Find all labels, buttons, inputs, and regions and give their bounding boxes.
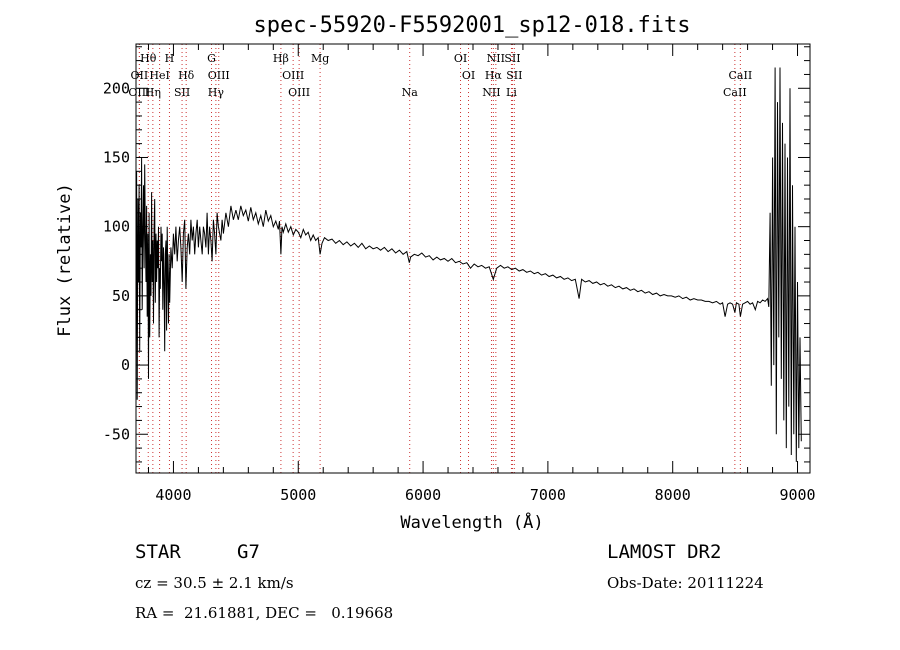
object-class: STAR (135, 541, 181, 563)
spectral-line-label: CaII (729, 69, 753, 82)
x-tick-label: 9000 (779, 486, 815, 504)
spectral-line-label: HeI (149, 69, 169, 82)
y-tick-label: -50 (103, 425, 130, 443)
x-tick-label: 4000 (155, 486, 191, 504)
y-tick-label: 0 (121, 356, 130, 374)
redshift-value: cz = 30.5 ± 2.1 km/s (135, 574, 294, 592)
observation-date: Obs-Date: 20111224 (607, 574, 764, 592)
spectral-line-label: OIII (128, 86, 150, 99)
spectral-line-label: OII (131, 69, 149, 82)
spectral-line-label: CaII (723, 86, 747, 99)
y-tick-label: 50 (112, 287, 130, 305)
spectral-line-label: Hδ (178, 69, 195, 82)
spectral-line-label: OIII (282, 69, 304, 82)
spectral-line-label: Hγ (208, 86, 225, 99)
spectral-line-label: Hθ (140, 52, 157, 65)
y-axis-label: Flux (relative) (55, 183, 75, 337)
plot-frame (135, 43, 811, 474)
spectral-line-label: SII (504, 52, 520, 65)
spectral-line-markers (138, 44, 741, 473)
spectral-line-label: SII (506, 69, 522, 82)
spectrum-series-line (135, 67, 802, 462)
spectral-line-label: Mg (311, 52, 329, 65)
x-tick-label: 5000 (280, 486, 316, 504)
y-tick-label: 150 (103, 148, 130, 166)
spectral-line-label: Na (402, 86, 419, 99)
spectral-line-label: Hα (485, 69, 503, 82)
x-tick-label: 7000 (530, 486, 566, 504)
spectral-line-label: Li (506, 86, 517, 99)
spectral-line-label: OIII (288, 86, 310, 99)
sky-coordinates: RA = 21.61881, DEC = 0.19668 (135, 604, 394, 622)
spectral-line-label: G (207, 52, 216, 65)
object-subclass: G7 (237, 541, 260, 563)
x-axis-ticks: 4000 5000 6000 7000 8000 9000 (147, 44, 816, 504)
spectral-line-label: H (165, 52, 175, 65)
spectral-line-label: NII (482, 86, 500, 99)
x-tick-label: 8000 (655, 486, 691, 504)
y-axis-ticks: -50 0 50 100 150 200 (103, 46, 810, 463)
spectral-line-label: NII (487, 52, 505, 65)
y-tick-label: 100 (103, 218, 130, 236)
y-tick-label: 200 (103, 79, 130, 97)
x-tick-label: 6000 (405, 486, 441, 504)
spectral-line-label: OI (454, 52, 467, 65)
spectral-line-label: OI (462, 69, 475, 82)
chart-title: spec-55920-F5592001_sp12-018.fits (253, 13, 690, 38)
spectral-line-label: SII (174, 86, 190, 99)
spectral-line-label: OIII (208, 69, 230, 82)
survey-name: LAMOST DR2 (607, 541, 722, 563)
x-axis-label: Wavelength (Å) (400, 511, 543, 533)
spectral-line-label: Hη (145, 86, 161, 99)
spectral-line-label: Hβ (273, 52, 289, 65)
